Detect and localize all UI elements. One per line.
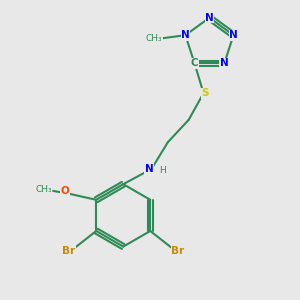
Text: N: N	[181, 30, 190, 40]
Text: Br: Br	[171, 246, 184, 256]
Text: N: N	[205, 13, 214, 23]
Text: CH₃: CH₃	[146, 34, 163, 43]
Text: N: N	[229, 30, 238, 40]
Text: O: O	[61, 186, 69, 196]
Text: C: C	[191, 58, 198, 68]
Text: H: H	[159, 166, 166, 175]
Text: Br: Br	[62, 246, 75, 256]
Text: S: S	[201, 88, 209, 98]
Text: CH₃: CH₃	[35, 185, 52, 194]
Text: N: N	[145, 164, 154, 174]
Text: N: N	[220, 58, 229, 68]
